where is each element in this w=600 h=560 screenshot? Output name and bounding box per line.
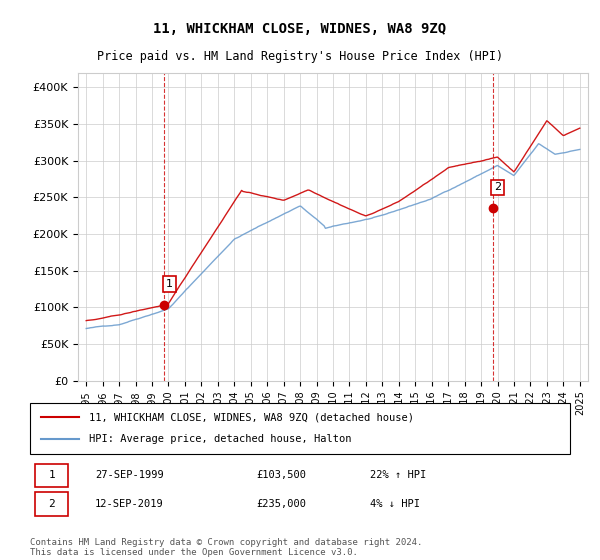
- Text: 27-SEP-1999: 27-SEP-1999: [95, 470, 164, 480]
- Text: Contains HM Land Registry data © Crown copyright and database right 2024.
This d: Contains HM Land Registry data © Crown c…: [30, 538, 422, 557]
- FancyBboxPatch shape: [30, 403, 570, 454]
- Text: 1: 1: [48, 470, 55, 480]
- Text: 1: 1: [166, 279, 173, 289]
- Text: 2: 2: [494, 183, 501, 192]
- Text: 11, WHICKHAM CLOSE, WIDNES, WA8 9ZQ (detached house): 11, WHICKHAM CLOSE, WIDNES, WA8 9ZQ (det…: [89, 412, 415, 422]
- Text: 22% ↑ HPI: 22% ↑ HPI: [370, 470, 427, 480]
- Text: Price paid vs. HM Land Registry's House Price Index (HPI): Price paid vs. HM Land Registry's House …: [97, 50, 503, 63]
- FancyBboxPatch shape: [35, 492, 68, 516]
- Text: 4% ↓ HPI: 4% ↓ HPI: [370, 499, 420, 509]
- Text: 2: 2: [48, 499, 55, 509]
- FancyBboxPatch shape: [35, 464, 68, 487]
- Text: 12-SEP-2019: 12-SEP-2019: [95, 499, 164, 509]
- Text: £235,000: £235,000: [257, 499, 307, 509]
- Text: HPI: Average price, detached house, Halton: HPI: Average price, detached house, Halt…: [89, 435, 352, 445]
- Text: 11, WHICKHAM CLOSE, WIDNES, WA8 9ZQ: 11, WHICKHAM CLOSE, WIDNES, WA8 9ZQ: [154, 22, 446, 36]
- Text: £103,500: £103,500: [257, 470, 307, 480]
